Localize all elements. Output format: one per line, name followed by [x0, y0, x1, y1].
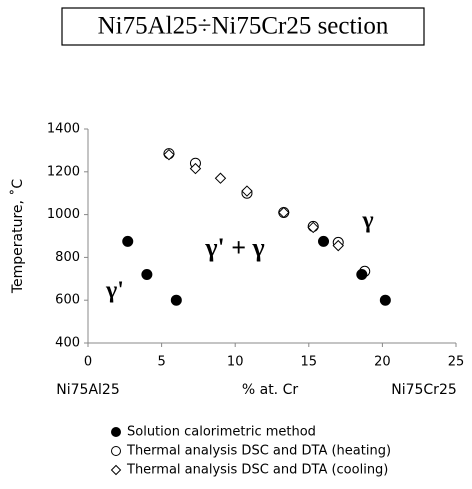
x-end-label: Ni75Al25: [56, 382, 119, 398]
y-tick-label: 600: [55, 293, 80, 308]
data-point: [141, 269, 153, 281]
x-tick-label: 20: [374, 355, 391, 370]
annotation: γ': [105, 278, 124, 304]
data-point: [214, 172, 227, 184]
annotation: γ' + γ: [204, 233, 264, 262]
chart-title: Ni75Al25÷Ni75Cr25 section: [98, 13, 389, 40]
data-point: [359, 265, 371, 277]
data-point: [163, 148, 175, 161]
data-point: [241, 185, 253, 197]
data-point: [122, 235, 134, 247]
data-point: [332, 239, 344, 252]
y-tick-label: 1400: [47, 122, 80, 137]
data-point: [307, 221, 319, 234]
x-axis-label: % at. Cr: [242, 382, 298, 398]
x-tick-label: 5: [157, 355, 165, 370]
annotation: γ: [361, 208, 373, 234]
x-tick-label: 25: [448, 355, 465, 370]
data-point: [278, 206, 290, 219]
legend-label: Thermal analysis DSC and DTA (heating): [126, 444, 391, 459]
x-end-label: Ni75Cr25: [391, 382, 457, 398]
data-point: [356, 269, 368, 281]
legend-label: Solution calorimetric method: [127, 425, 316, 440]
y-tick-label: 1000: [47, 207, 80, 222]
y-tick-label: 1200: [47, 164, 80, 179]
legend-label: Thermal analysis DSC and DTA (cooling): [126, 463, 388, 478]
y-axis-label: Temperature, ˚C: [9, 179, 26, 295]
legend-symbol: [111, 427, 121, 437]
legend-symbol: [110, 464, 122, 476]
x-tick-label: 10: [227, 355, 244, 370]
y-tick-label: 800: [55, 250, 80, 265]
data-point: [318, 235, 330, 247]
title-box: [61, 7, 425, 46]
x-tick-label: 0: [84, 355, 92, 370]
x-tick-label: 15: [301, 355, 318, 370]
legend-symbol: [111, 446, 121, 456]
data-point: [189, 162, 202, 175]
data-point: [379, 294, 391, 306]
data-point: [170, 294, 182, 306]
y-tick-label: 400: [55, 336, 80, 351]
